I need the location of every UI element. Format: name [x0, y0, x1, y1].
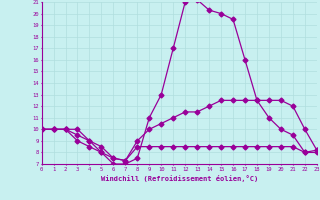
X-axis label: Windchill (Refroidissement éolien,°C): Windchill (Refroidissement éolien,°C) — [100, 175, 258, 182]
